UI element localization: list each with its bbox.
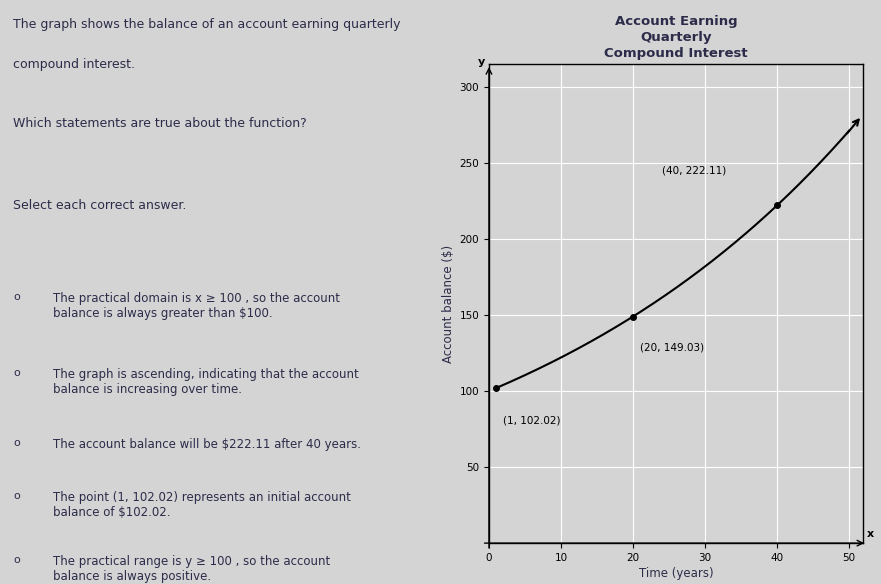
Text: o: o — [13, 292, 20, 302]
Title: Account Earning
Quarterly
Compound Interest: Account Earning Quarterly Compound Inter… — [604, 15, 748, 60]
Text: Which statements are true about the function?: Which statements are true about the func… — [13, 117, 307, 130]
Text: The graph shows the balance of an account earning quarterly: The graph shows the balance of an accoun… — [13, 18, 401, 30]
Text: compound interest.: compound interest. — [13, 58, 135, 71]
X-axis label: Time (years): Time (years) — [639, 567, 714, 580]
Text: The point (1, 102.02) represents an initial account
balance of $102.02.: The point (1, 102.02) represents an init… — [53, 491, 351, 519]
Text: The account balance will be $222.11 after 40 years.: The account balance will be $222.11 afte… — [53, 438, 361, 451]
Text: (1, 102.02): (1, 102.02) — [503, 415, 561, 425]
Text: y: y — [478, 57, 485, 67]
Text: o: o — [13, 491, 20, 500]
Text: The graph is ascending, indicating that the account
balance is increasing over t: The graph is ascending, indicating that … — [53, 368, 359, 396]
Text: The practical range is y ≥ 100 , so the account
balance is always positive.: The practical range is y ≥ 100 , so the … — [53, 555, 330, 583]
Y-axis label: Account balance ($): Account balance ($) — [442, 245, 455, 363]
Text: Select each correct answer.: Select each correct answer. — [13, 199, 187, 211]
Text: o: o — [13, 368, 20, 378]
Text: The practical domain is x ≥ 100 , so the account
balance is always greater than : The practical domain is x ≥ 100 , so the… — [53, 292, 340, 320]
Text: (40, 222.11): (40, 222.11) — [662, 165, 726, 175]
Text: o: o — [13, 438, 20, 448]
Text: o: o — [13, 555, 20, 565]
Text: (20, 149.03): (20, 149.03) — [640, 342, 704, 353]
Text: x: x — [867, 529, 874, 538]
